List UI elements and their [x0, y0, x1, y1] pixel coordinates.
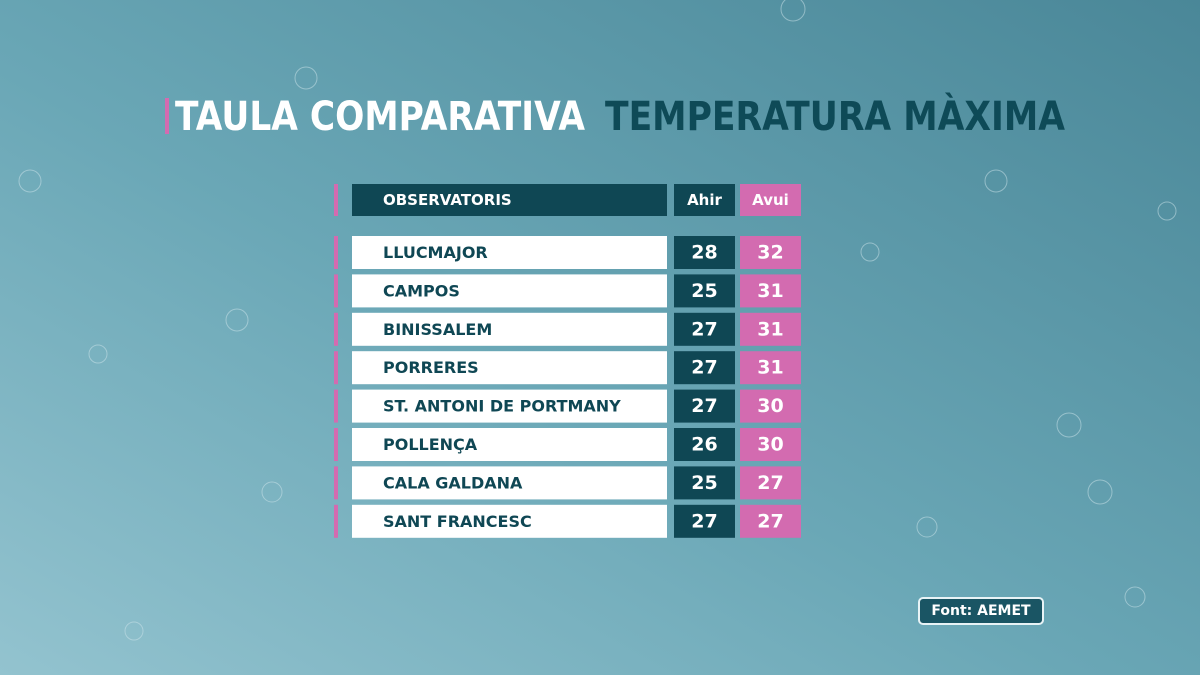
avui-cell — [740, 312, 801, 346]
ahir-value: 28 — [691, 242, 717, 264]
ahir-cell — [674, 351, 735, 385]
ahir-cell — [674, 466, 735, 500]
name-cell — [352, 236, 667, 269]
station-name: CAMPOS — [383, 281, 460, 300]
table: OBSERVATORIS Ahir Avui LLUCMAJOR 28 32 CAMPOS 2… — [334, 184, 801, 538]
name-cell — [352, 428, 667, 461]
ahir-value: 27 — [691, 357, 717, 379]
ahir-cell — [674, 236, 735, 269]
row-accent — [334, 274, 338, 308]
row-accent — [334, 351, 338, 385]
avui-cell — [740, 274, 801, 308]
station-name: BINISSALEM — [383, 320, 492, 339]
avui-value: 30 — [757, 395, 783, 417]
column-header: Ahir — [687, 191, 722, 209]
row-accent — [334, 184, 338, 216]
avui-cell — [740, 236, 801, 269]
column-header: Avui — [752, 191, 789, 209]
ahir-value: 27 — [691, 318, 717, 340]
avui-cell — [740, 504, 801, 538]
name-cell — [352, 274, 667, 308]
header-cell — [352, 184, 667, 216]
title: TAULA COMPARATIVA — [175, 94, 585, 140]
name-cell — [352, 389, 667, 423]
station-name: PORRERES — [383, 358, 479, 377]
row-accent — [334, 236, 338, 269]
avui-cell — [740, 389, 801, 423]
row-accent — [334, 466, 338, 500]
avui-value: 31 — [757, 280, 783, 302]
row-accent — [334, 504, 338, 538]
column-header: OBSERVATORIS — [383, 191, 512, 209]
avui-cell — [740, 428, 801, 461]
row-accent — [334, 389, 338, 423]
name-cell — [352, 312, 667, 346]
ahir-value: 27 — [691, 395, 717, 417]
subtitle: TEMPERATURA MÀXIMA — [605, 92, 1065, 140]
avui-value: 27 — [757, 510, 783, 532]
station-name: CALA GALDANA — [383, 473, 523, 492]
row-accent — [334, 428, 338, 461]
ahir-cell — [674, 504, 735, 538]
ahir-cell — [674, 274, 735, 308]
ahir-value: 27 — [691, 510, 717, 532]
title-accent — [165, 98, 169, 134]
header-cell — [674, 184, 735, 216]
avui-value: 27 — [757, 472, 783, 494]
avui-cell — [740, 466, 801, 500]
avui-value: 32 — [757, 242, 783, 264]
row-accent — [334, 312, 338, 346]
ahir-cell — [674, 389, 735, 423]
avui-value: 31 — [757, 357, 783, 379]
decor — [18, 0, 1177, 641]
ahir-value: 25 — [691, 472, 717, 494]
source: Font: AEMET — [931, 603, 1031, 619]
station-name: SANT FRANCESC — [383, 512, 532, 531]
avui-value: 30 — [757, 434, 783, 456]
ahir-value: 25 — [691, 280, 717, 302]
ahir-cell — [674, 312, 735, 346]
avui-cell — [740, 351, 801, 385]
source-box — [918, 597, 1044, 625]
avui-value: 31 — [757, 318, 783, 340]
name-cell — [352, 504, 667, 538]
ahir-value: 26 — [691, 434, 717, 456]
name-cell — [352, 351, 667, 385]
header-cell — [740, 184, 801, 216]
name-cell — [352, 466, 667, 500]
ahir-cell — [674, 428, 735, 461]
station-name: LLUCMAJOR — [383, 243, 488, 262]
station-name: ST. ANTONI DE PORTMANY — [383, 397, 621, 416]
station-name: POLLENÇA — [383, 435, 478, 454]
